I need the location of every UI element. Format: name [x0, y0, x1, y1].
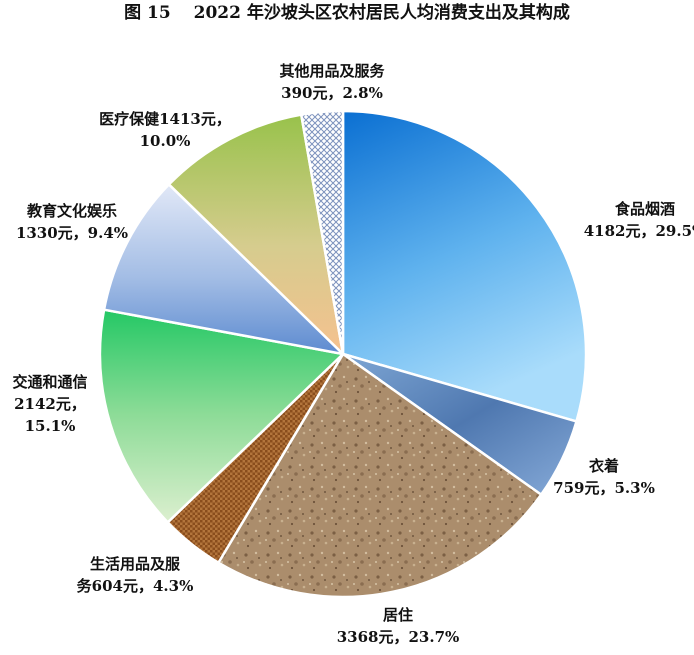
slice-label-line: 3368元，23.7% [337, 628, 460, 646]
slice-label-line: 4182元，29.5% [584, 222, 694, 240]
slice-label-line: 务604元，4.3% [77, 577, 194, 595]
slice-label-line: 居住 [383, 606, 413, 624]
slice-label-line: 15.1% [25, 417, 76, 435]
slice-label-8: 其他用品及服务 390元，2.8% [279, 62, 385, 102]
slice-6 [102, 183, 345, 356]
chart-title: 图 15 2022 年沙坡头区农村居民人均消费支出及其构成 [124, 2, 570, 23]
slice-label-line: 759元，5.3% [553, 479, 655, 497]
slice-5 [98, 308, 345, 524]
pie-slices [98, 109, 588, 599]
slice-7 [167, 113, 345, 356]
slice-label-line: 生活用品及服 [90, 555, 181, 573]
slice-8 [299, 109, 345, 356]
slice-label-6: 教育文化娱乐 1330元，9.4% [16, 202, 128, 242]
slice-label-line: 衣着 [589, 457, 619, 475]
slice-label-line: 2142元， [14, 395, 86, 413]
slice-label-5: 交通和通信 2142元， 15.1% [12, 373, 87, 435]
slice-labels: 食品烟酒 4182元，29.5% 衣着 759元，5.3% 居住 3368元，23.7% 生… [12, 62, 694, 646]
slice-label-line: 医疗保健1413元， [99, 110, 231, 128]
slice-label-1: 食品烟酒 4182元，29.5% [584, 200, 694, 240]
slice-label-line: 1330元，9.4% [16, 224, 128, 242]
slice-1 [341, 109, 588, 423]
slice-label-line: 教育文化娱乐 [26, 202, 117, 220]
slice-label-line: 食品烟酒 [615, 200, 675, 218]
slice-label-7: 医疗保健1413元， 10.0% [99, 110, 231, 150]
slice-label-line: 其他用品及服务 [279, 62, 385, 80]
slice-label-line: 交通和通信 [12, 373, 87, 391]
slice-label-line: 390元，2.8% [281, 84, 383, 102]
slice-3 [217, 352, 543, 599]
slice-label-2: 衣着 759元，5.3% [553, 457, 655, 497]
slice-label-4: 生活用品及服务604元，4.3% [77, 555, 194, 595]
slice-label-line: 10.0% [140, 132, 191, 150]
slice-label-3: 居住 3368元，23.7% [337, 606, 460, 646]
